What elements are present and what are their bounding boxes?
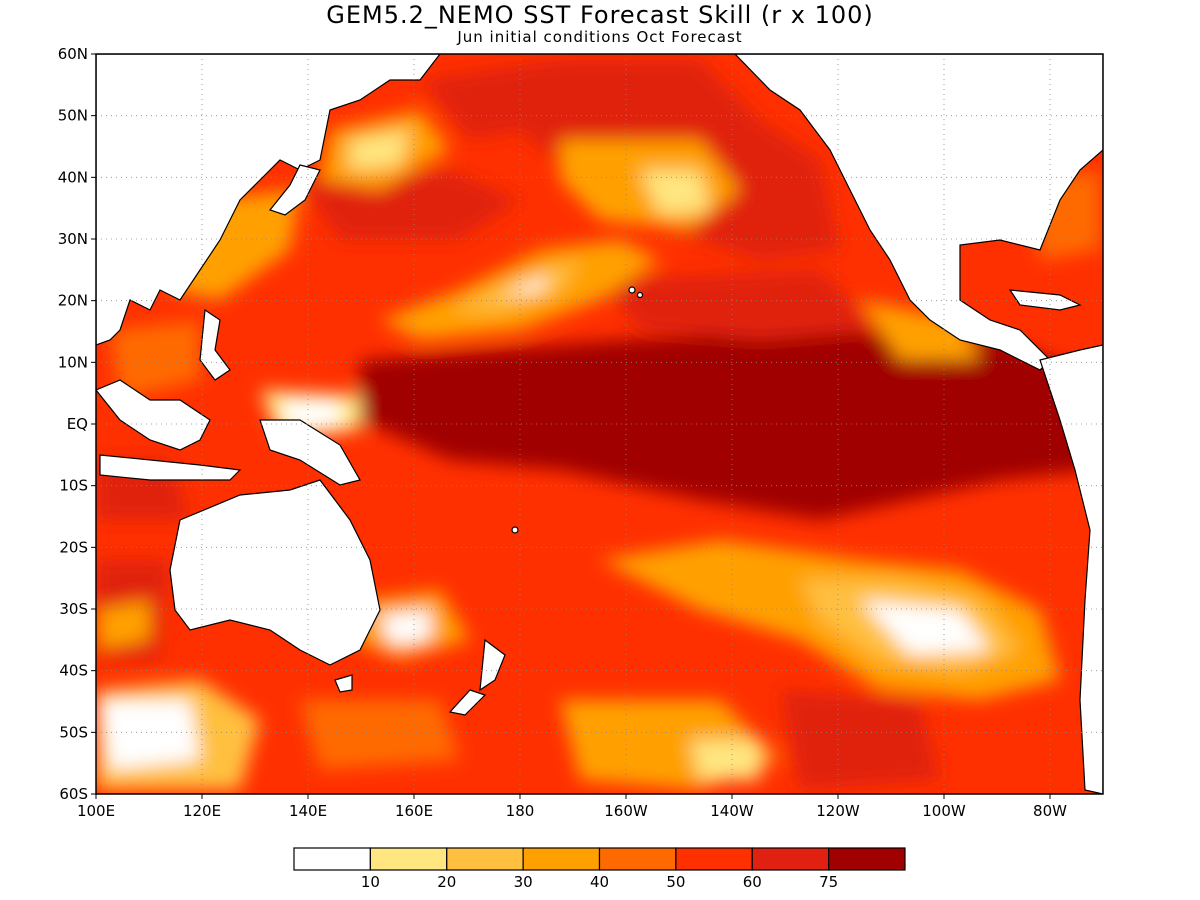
lon-tick-label: 160W	[604, 802, 648, 820]
lon-tick-label: 140W	[710, 802, 754, 820]
colorbar-swatch	[446, 847, 524, 871]
colorbar-label: 50	[666, 873, 685, 891]
lon-tick-label: 100E	[77, 802, 115, 820]
longitude-axis: 100E 120E 140E 160E 180 160W 140W 120W 100W 80W	[77, 794, 1067, 820]
lat-tick-label: EQ	[67, 415, 88, 433]
latitude-axis: 60N 50N 40N 30N 20N 10N EQ 10S 20S 30S 40S 50S 60S	[58, 45, 96, 803]
colorbar-swatch	[751, 847, 830, 871]
map-title: GEM5.2_NEMO SST Forecast Skill (r x 100)	[326, 1, 874, 29]
skill-field	[96, 54, 1103, 794]
colorbar-swatch	[675, 847, 753, 871]
lat-tick-label: 10N	[58, 353, 88, 371]
lat-tick-label: 40S	[59, 662, 88, 680]
colorbar-swatch	[598, 847, 677, 871]
land	[96, 54, 1103, 794]
colorbar-swatch	[522, 847, 601, 871]
lat-tick-label: 10S	[59, 477, 88, 495]
colorbar: 10 20 30 40 50 60 75	[293, 847, 906, 891]
lat-tick-label: 30N	[58, 230, 88, 248]
lon-tick-label: 80W	[1033, 802, 1067, 820]
lat-tick-label: 60N	[58, 45, 88, 63]
lat-tick-label: 40N	[58, 168, 88, 186]
colorbar-label: 60	[743, 873, 762, 891]
lon-tick-label: 160E	[395, 802, 433, 820]
lat-tick-label: 50S	[59, 723, 88, 741]
colorbar-label: 30	[514, 873, 533, 891]
lon-tick-label: 100W	[922, 802, 966, 820]
lat-tick-label: 30S	[59, 600, 88, 618]
colorbar-label: 20	[437, 873, 456, 891]
colorbar-swatch	[369, 847, 448, 871]
lon-tick-label: 120W	[816, 802, 860, 820]
lon-tick-label: 140E	[289, 802, 327, 820]
lon-tick-label: 120E	[183, 802, 221, 820]
colorbar-label: 10	[361, 873, 380, 891]
lat-tick-label: 60S	[59, 785, 88, 803]
colorbar-label: 75	[819, 873, 838, 891]
colorbar-label: 40	[590, 873, 609, 891]
colorbar-swatch	[828, 847, 906, 871]
lat-tick-label: 20N	[58, 292, 88, 310]
lat-tick-label: 20S	[59, 538, 88, 556]
graticule	[96, 54, 1103, 794]
lat-tick-label: 50N	[58, 107, 88, 125]
colorbar-swatch	[293, 847, 371, 871]
map-subtitle: Jun initial conditions Oct Forecast	[457, 28, 743, 46]
lon-tick-label: 180	[506, 802, 535, 820]
